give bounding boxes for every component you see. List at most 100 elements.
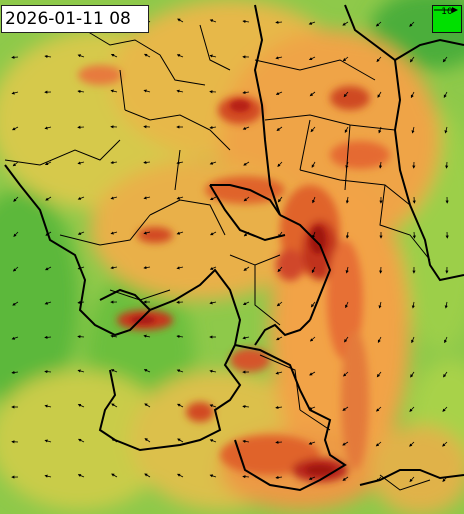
wind-arrow-icon <box>143 53 151 58</box>
wind-arrow-icon <box>111 473 118 478</box>
wind-arrow-icon <box>376 371 382 378</box>
wind-arrow-icon <box>276 301 283 307</box>
wind-arrow-icon <box>110 266 118 270</box>
wind-arrow-icon <box>310 301 316 308</box>
wind-arrow-icon <box>308 441 316 445</box>
wind-arrow-icon <box>77 161 85 165</box>
wind-arrow-icon <box>11 336 19 340</box>
legend-arrow-icon <box>434 7 458 13</box>
wind-arrow-icon <box>209 404 217 408</box>
wind-arrow-icon <box>77 266 85 270</box>
wind-arrow-icon <box>12 266 19 272</box>
wind-arrow-icon <box>343 371 349 377</box>
wind-arrow-icon <box>309 371 316 376</box>
wind-arrow-icon <box>77 335 85 339</box>
wind-arrow-icon <box>275 371 283 375</box>
wind-arrow-icon <box>412 231 416 239</box>
wind-arrow-icon <box>345 266 349 274</box>
wind-arrow-icon <box>44 266 52 271</box>
wind-arrow-icon <box>12 301 19 306</box>
wind-arrow-icon <box>44 404 52 408</box>
wind-arrow-icon <box>345 196 349 204</box>
wind-arrow-icon <box>143 266 151 270</box>
wind-arrow-icon <box>176 196 184 200</box>
wind-arrow-icon <box>377 336 382 344</box>
wind-arrow-icon <box>110 334 118 338</box>
wind-arrow-icon <box>45 196 52 201</box>
wind-arrow-icon <box>44 439 52 443</box>
wind-arrow-icon <box>344 126 349 134</box>
wind-arrow-icon <box>277 266 283 273</box>
wind-arrow-icon <box>345 161 349 169</box>
wind-arrow-icon <box>111 403 118 408</box>
wind-arrow-icon <box>308 21 316 25</box>
wind-arrow-icon <box>77 404 85 408</box>
wind-arrow-icon <box>242 19 250 24</box>
wind-arrow-icon <box>44 126 52 130</box>
wind-arrow-icon <box>342 476 349 481</box>
wind-arrow-icon <box>77 474 85 478</box>
wind-arrow-icon <box>275 440 283 444</box>
wind-arrow-icon <box>176 369 184 373</box>
wind-arrow-icon <box>411 126 415 134</box>
wind-arrow-icon <box>176 266 184 270</box>
wind-arrow-icon <box>12 161 19 167</box>
wind-arrow-icon <box>242 475 250 479</box>
wind-arrow-icon <box>44 301 52 305</box>
wind-arrow-icon <box>110 89 118 93</box>
wind-arrow-icon <box>77 231 85 235</box>
wind-arrow-icon <box>44 370 52 374</box>
wind-arrow-icon <box>111 438 118 443</box>
wind-arrow-icon <box>143 369 151 373</box>
wind-arrow-icon <box>77 89 85 94</box>
wind-arrow-icon <box>409 21 415 27</box>
wind-arrow-icon <box>311 266 316 274</box>
wind-arrow-icon <box>445 161 449 169</box>
wind-arrow-icon <box>342 441 349 446</box>
wind-arrow-icon <box>277 196 283 203</box>
wind-arrow-icon <box>308 56 316 61</box>
wind-arrow-icon <box>11 370 19 375</box>
wind-arrow-icon <box>277 161 283 167</box>
wind-arrow-icon <box>110 53 118 58</box>
wind-arrow-icon <box>77 369 85 373</box>
wind-arrow-icon <box>409 441 415 447</box>
wind-arrow-icon <box>376 476 382 482</box>
wind-arrow-icon <box>176 89 184 93</box>
wind-arrow-icon <box>312 231 316 239</box>
wind-arrow-icon <box>209 54 217 58</box>
wind-arrow-icon <box>410 371 415 378</box>
wind-arrow-icon <box>243 161 250 166</box>
wind-arrow-icon <box>243 231 250 237</box>
wind-arrow-icon <box>411 336 415 344</box>
legend-value: 10 <box>441 7 453 17</box>
wind-arrow-icon <box>376 406 382 412</box>
wind-arrow-icon <box>308 406 316 410</box>
wind-arrow-icon <box>410 91 415 99</box>
wind-arrow-icon <box>242 336 250 340</box>
wind-arrow-icon <box>110 160 118 165</box>
wind-arrow-icon <box>176 161 184 165</box>
district-borders <box>4 24 431 491</box>
wind-arrow-icon <box>278 231 283 238</box>
wind-arrow-icon <box>45 231 52 236</box>
wind-arrow-icon <box>77 438 85 443</box>
wind-arrow-icon <box>411 301 415 309</box>
wind-arrow-icon <box>13 231 19 237</box>
wind-arrow-icon <box>409 56 415 63</box>
wind-arrow-icon <box>177 438 184 443</box>
wind-arrow-icon <box>176 473 184 478</box>
wind-arrow-icon <box>110 231 118 235</box>
wind-arrow-icon <box>309 91 316 97</box>
wind-arrow-icon <box>143 160 151 165</box>
wind-arrow-icon <box>77 196 85 200</box>
wind-arrow-icon <box>379 266 383 274</box>
wind-arrow-icon <box>275 405 283 410</box>
wind-arrow-icon <box>342 21 349 26</box>
wind-arrow-icon <box>275 475 283 480</box>
wind-arrow-icon <box>176 403 184 408</box>
wind-arrow-icon <box>275 336 283 341</box>
wind-arrow-icon <box>77 300 85 305</box>
wind-arrow-icon <box>443 371 448 378</box>
